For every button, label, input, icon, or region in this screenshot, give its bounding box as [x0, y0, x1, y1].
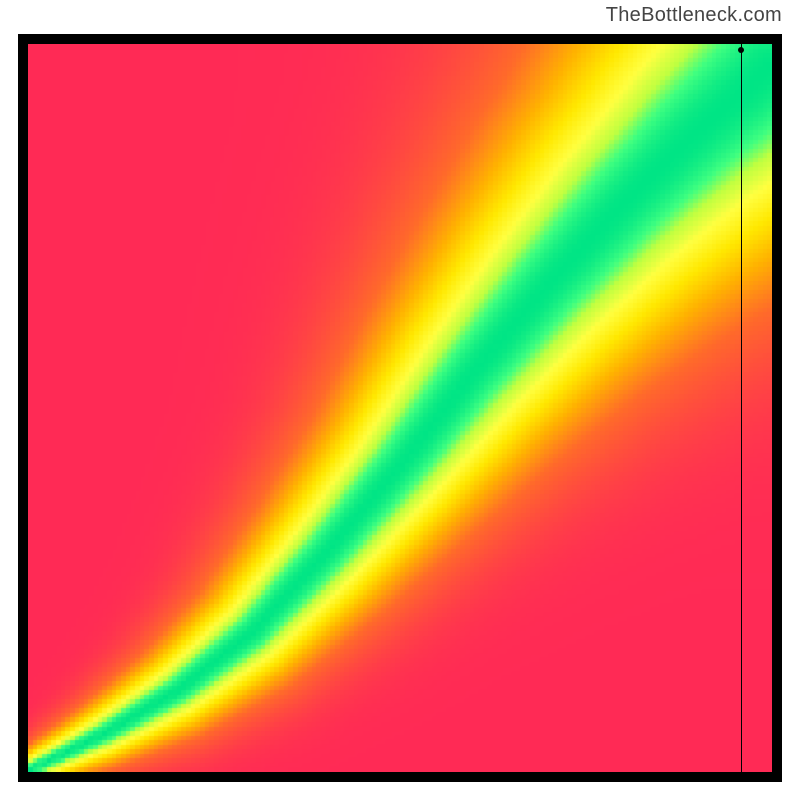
vertical-indicator-marker	[738, 47, 744, 53]
chart-area	[18, 34, 782, 782]
vertical-indicator-line	[741, 44, 742, 772]
heatmap-canvas	[28, 44, 772, 772]
page-title: TheBottleneck.com	[606, 4, 782, 27]
